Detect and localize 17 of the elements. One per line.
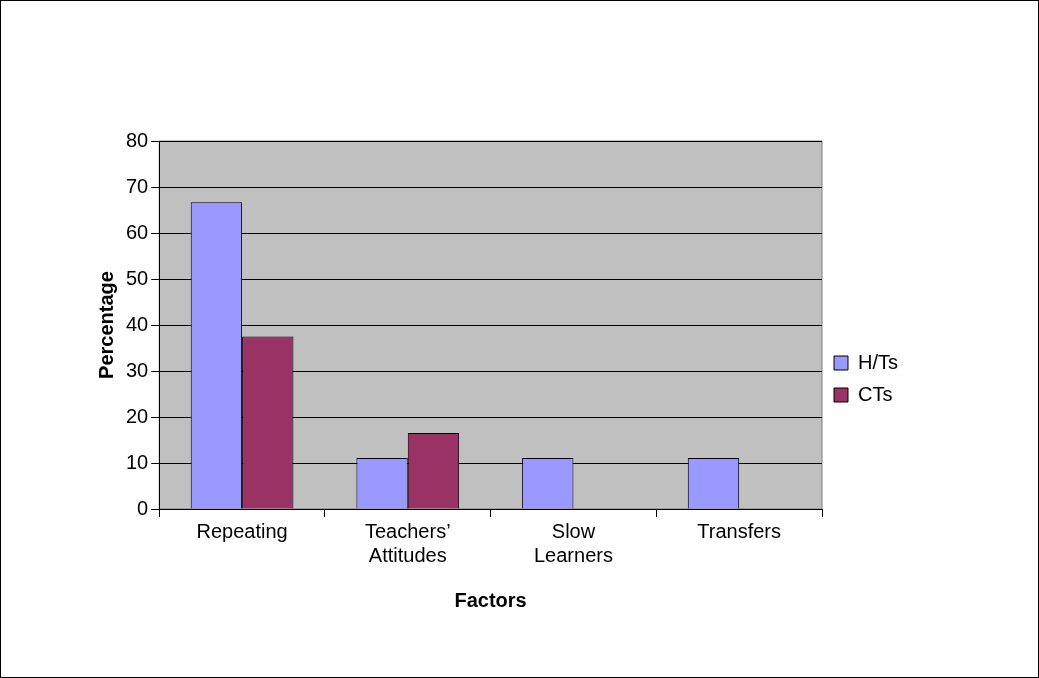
x-tick-label: Slow Learners [534, 519, 613, 566]
y-tick-label: 70 [126, 174, 149, 197]
y-tick-label: 60 [126, 220, 149, 243]
y-axis-title: Percentage [94, 271, 117, 379]
y-tick-label: 40 [126, 312, 149, 335]
y-tick-label: 10 [126, 450, 149, 473]
x-tick-label: Transfers [697, 519, 782, 542]
legend-label: H/Ts [858, 350, 898, 373]
y-tick-label: 30 [126, 358, 149, 381]
y-tick-label: 0 [137, 496, 149, 519]
y-tick-label: 50 [126, 266, 149, 289]
legend-label: CTs [858, 382, 893, 405]
x-axis-title: Factors [454, 588, 527, 611]
x-tick-label: Repeating [196, 519, 288, 542]
y-tick-label: 20 [126, 404, 149, 427]
y-tick-label: 80 [126, 128, 149, 151]
x-tick-label: Teachers’ Attitudes [364, 519, 451, 566]
